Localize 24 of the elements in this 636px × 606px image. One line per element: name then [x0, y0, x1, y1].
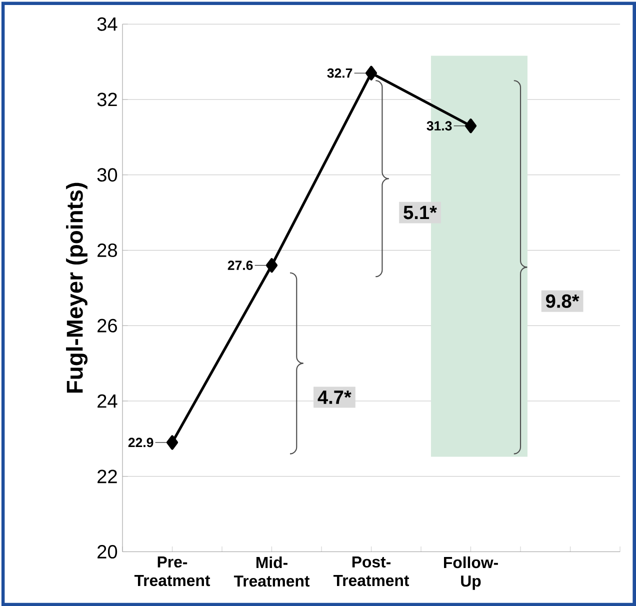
x-tick-label: Follow- Up — [444, 556, 498, 590]
y-tick-label: 34 — [97, 17, 118, 31]
x-tick-label: Mid- Treatment — [234, 556, 310, 586]
data-label: 31.3 — [426, 120, 452, 130]
data-label: 22.9 — [128, 438, 154, 447]
y-tick-label: 20 — [98, 544, 118, 558]
data-label: 27.6 — [228, 260, 253, 270]
point — [166, 434, 178, 450]
annotation: 5.1* — [404, 206, 437, 220]
annotation: 9.8* — [546, 294, 580, 308]
y-tick-label: 24 — [98, 394, 118, 408]
y-tick-label: 32 — [97, 92, 117, 106]
x-tick-label: Post- Treatment — [333, 556, 410, 586]
data-label: 32.7 — [327, 68, 352, 78]
point — [266, 258, 278, 272]
x-tick-label: Pre- Treatment — [134, 556, 210, 586]
y-tick-label: 28 — [98, 243, 117, 257]
point — [365, 66, 378, 80]
y-tick-label: 26 — [98, 318, 117, 332]
y-axis-title: Fugl-Meyer (points) — [66, 182, 88, 392]
y-tick-label: 22 — [98, 470, 117, 483]
point — [464, 118, 477, 133]
y-tick-label: 30 — [97, 168, 118, 182]
annotation: 4.7* — [318, 390, 352, 404]
